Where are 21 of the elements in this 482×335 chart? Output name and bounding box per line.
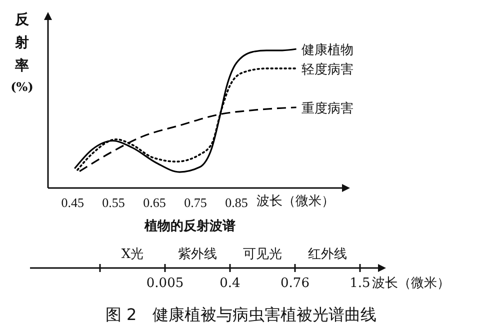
x-axis-title: 波长（微米） — [256, 194, 334, 209]
text: 0.4 — [220, 276, 240, 291]
text: 波长（微米） — [372, 276, 450, 291]
x-tick-label: 0.65 — [143, 195, 166, 210]
text: 0.005 — [146, 276, 184, 291]
text: 1.5 — [350, 276, 370, 291]
x-tick-label: 0.75 — [184, 195, 207, 210]
series-label: 重度病害 — [301, 100, 354, 116]
series-label: 健康植物 — [301, 43, 354, 58]
series-label: 轻度病害 — [301, 61, 354, 78]
x-tick-label: 0.55 — [102, 195, 125, 210]
text: 植物的反射波谱 — [144, 218, 236, 234]
category-label: X光 — [121, 247, 144, 262]
category-label: 紫外线 — [178, 247, 217, 262]
y-axis-title: 反射率(%) — [10, 11, 34, 94]
caption: 图 2 健康植被与病虫害植被光谱曲线 — [105, 305, 377, 324]
category-label: 可见光 — [243, 247, 282, 262]
category-label: 红外线 — [308, 247, 347, 262]
text: 0.76 — [280, 276, 310, 291]
x-tick-label: 0.85 — [225, 195, 248, 210]
x-tick-label: 0.45 — [61, 195, 84, 210]
